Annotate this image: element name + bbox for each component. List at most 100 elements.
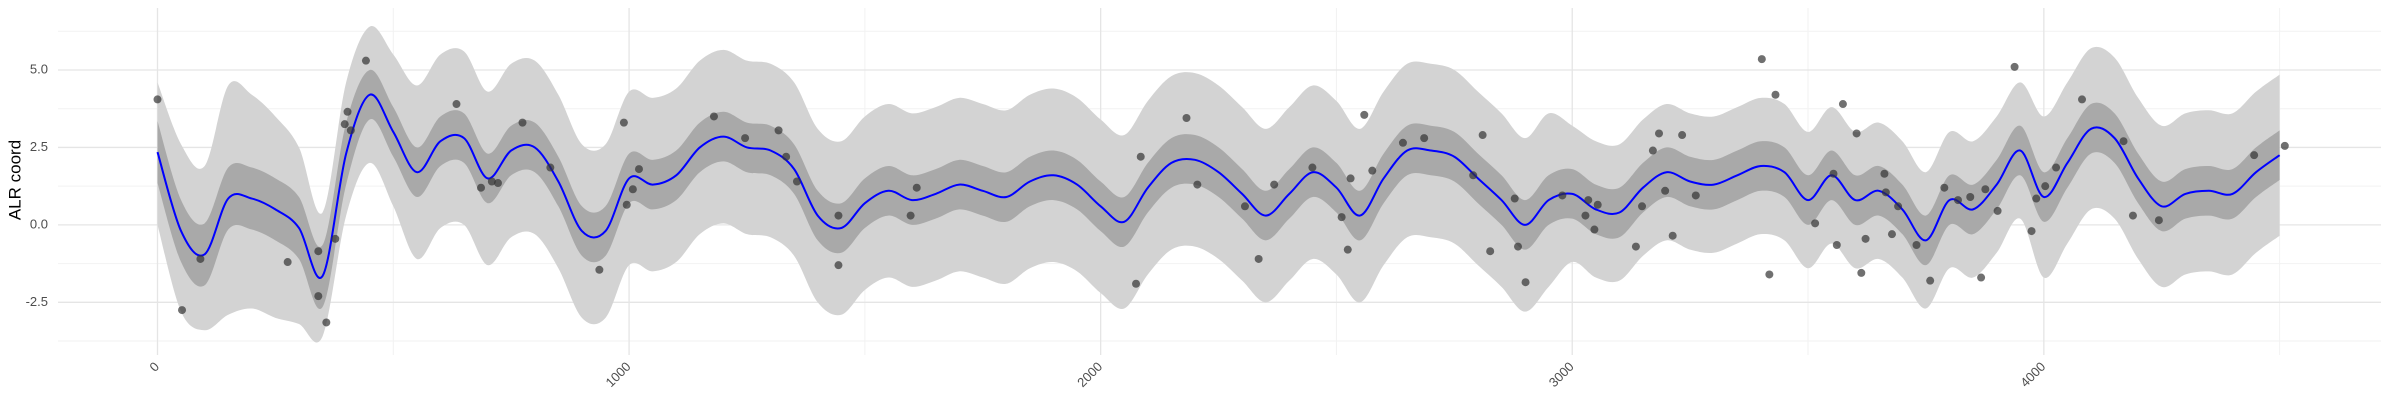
observation-point xyxy=(1861,234,1870,243)
observation-point xyxy=(1343,245,1352,254)
observation-point xyxy=(1638,202,1647,211)
observation-point xyxy=(1631,242,1640,251)
observation-point xyxy=(477,183,486,192)
observation-point xyxy=(1838,100,1847,109)
observation-point xyxy=(343,107,352,116)
observation-point xyxy=(1182,113,1191,122)
observation-point xyxy=(493,179,502,188)
observation-point xyxy=(1757,55,1766,64)
y-tick-label: -2.5 xyxy=(26,294,48,309)
observation-point xyxy=(452,100,461,109)
observation-point xyxy=(2027,227,2036,236)
observation-point xyxy=(1771,90,1780,99)
observation-point xyxy=(1581,211,1590,220)
x-tick-label: 3000 xyxy=(1546,359,1577,390)
observation-point xyxy=(1977,273,1986,282)
observation-point xyxy=(1953,196,1962,205)
observation-point xyxy=(1136,152,1145,161)
observation-point xyxy=(774,126,783,135)
observation-point xyxy=(1360,110,1369,119)
observation-point xyxy=(331,234,340,243)
observation-point xyxy=(792,177,801,186)
y-tick-label: 5.0 xyxy=(30,61,48,76)
observation-point xyxy=(1584,196,1593,205)
observation-point xyxy=(1887,230,1896,239)
observation-point xyxy=(1521,278,1530,287)
observation-point xyxy=(1655,129,1664,138)
observation-point xyxy=(340,120,349,129)
observation-point xyxy=(1510,194,1519,203)
observation-point xyxy=(1691,191,1700,200)
observation-point xyxy=(1940,183,1949,192)
observation-point xyxy=(1678,131,1687,140)
observation-point xyxy=(628,185,637,194)
observation-point xyxy=(153,95,162,104)
observation-point xyxy=(782,152,791,161)
observation-point xyxy=(1648,146,1657,155)
observation-point xyxy=(1368,166,1377,175)
observation-point xyxy=(1593,200,1602,209)
observation-point xyxy=(361,56,370,65)
observation-point xyxy=(2119,137,2128,146)
observation-point xyxy=(1254,254,1263,263)
observations xyxy=(153,55,2289,327)
observation-point xyxy=(2128,211,2137,220)
observation-point xyxy=(283,258,292,267)
observation-point xyxy=(487,177,496,186)
observation-point xyxy=(518,118,527,127)
x-tick-label: 0 xyxy=(146,359,162,375)
observation-point xyxy=(1661,186,1670,195)
observation-point xyxy=(1880,169,1889,178)
observation-point xyxy=(2041,182,2050,191)
observation-point xyxy=(1590,225,1599,234)
observation-point xyxy=(546,163,555,172)
observation-point xyxy=(2078,95,2087,104)
observation-point xyxy=(346,126,355,135)
observation-point xyxy=(1894,202,1903,211)
observation-point xyxy=(834,211,843,220)
observation-point xyxy=(622,200,631,209)
observation-point xyxy=(314,247,323,256)
observation-point xyxy=(1829,169,1838,178)
observation-point xyxy=(1926,276,1935,285)
observation-point xyxy=(906,211,915,220)
observation-point xyxy=(1270,180,1279,189)
y-tick-label: 2.5 xyxy=(30,139,48,154)
observation-point xyxy=(1993,206,2002,215)
x-tick-label: 4000 xyxy=(2017,359,2048,390)
x-tick-label: 1000 xyxy=(603,359,634,390)
observation-point xyxy=(1912,241,1921,250)
observation-point xyxy=(1478,131,1487,140)
observation-point xyxy=(314,292,323,301)
observation-point xyxy=(1981,185,1990,194)
observation-point xyxy=(322,318,331,327)
observation-point xyxy=(634,165,643,174)
confidence-band xyxy=(157,69,2280,309)
observation-point xyxy=(1857,268,1866,277)
observation-point xyxy=(1514,242,1523,251)
observation-point xyxy=(1966,192,1975,201)
observation-point xyxy=(1240,202,1249,211)
observation-point xyxy=(834,261,843,270)
observation-point xyxy=(1486,247,1495,256)
y-tick-label: 0.0 xyxy=(30,216,48,231)
observation-point xyxy=(2052,163,2061,172)
observation-point xyxy=(1193,180,1202,189)
observation-point xyxy=(2010,62,2019,71)
observation-point xyxy=(912,183,921,192)
x-tick-label: 2000 xyxy=(1074,359,1105,390)
observation-point xyxy=(2032,194,2041,203)
mean-line xyxy=(156,93,2281,279)
observation-point xyxy=(1346,174,1355,183)
observation-point xyxy=(2154,216,2163,225)
observation-point xyxy=(178,306,187,315)
observation-point xyxy=(1398,138,1407,147)
observation-point xyxy=(1881,188,1890,197)
observation-point xyxy=(619,118,628,127)
observation-point xyxy=(196,254,205,263)
observation-point xyxy=(1469,171,1478,180)
observation-point xyxy=(1832,241,1841,250)
observation-point xyxy=(1420,134,1429,143)
